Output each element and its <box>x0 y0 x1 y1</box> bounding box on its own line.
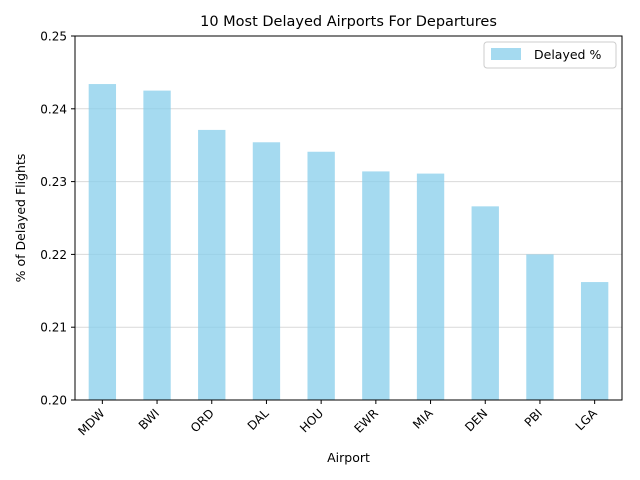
plot-frame <box>74 35 623 401</box>
bar-bwi <box>143 90 171 400</box>
y-axis-ticks: 0.20 0.21 0.22 0.23 0.24 0.25 <box>40 30 75 408</box>
bar-mia <box>416 173 445 400</box>
legend: Delayed % <box>483 41 617 69</box>
legend-swatch <box>491 48 521 60</box>
chart-title: 10 Most Delayed Airports For Departures <box>200 14 497 30</box>
bar-ewr <box>362 171 390 400</box>
legend-label: Delayed % <box>534 47 601 62</box>
bar-lga <box>580 282 609 400</box>
bar-pbi <box>526 254 554 400</box>
bar-hou <box>307 151 335 400</box>
y-tick-label: 0.25 <box>40 30 67 44</box>
y-tick-label: 0.20 <box>40 394 67 408</box>
y-tick-label: 0.23 <box>40 175 67 189</box>
bar-dal <box>252 142 281 400</box>
bar-mdw <box>88 84 117 400</box>
bars <box>88 84 609 401</box>
y-tick-label: 0.21 <box>40 321 67 335</box>
y-axis-label: % of Delayed Flights <box>13 154 28 283</box>
y-tick-label: 0.24 <box>40 102 67 116</box>
y-tick-label: 0.22 <box>40 248 67 262</box>
bar-den <box>471 206 499 400</box>
bar-ord <box>198 129 226 401</box>
x-axis-label: Airport <box>327 450 370 465</box>
